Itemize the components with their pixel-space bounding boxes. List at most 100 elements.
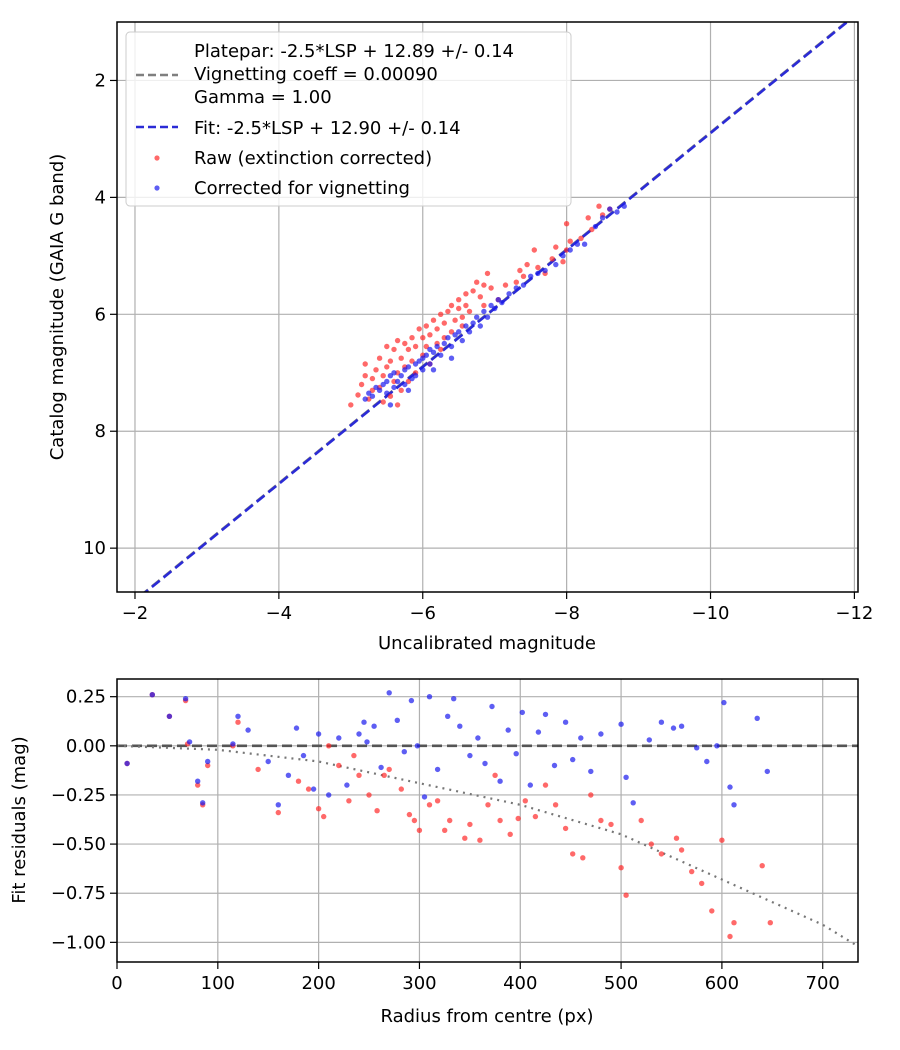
bottom-point-raw [411,817,418,824]
bottom-point-raw [588,792,594,798]
top-point-raw [369,387,376,393]
bottom-point-raw [366,792,372,798]
top-x-axis-title: Uncalibrated magnitude [378,633,596,654]
top-point-corrected [567,247,573,253]
bottom-point-corrected [482,760,488,767]
top-point-corrected [463,323,469,329]
bottom-point-raw [315,806,322,812]
bottom-point-corrected [658,719,665,725]
top-point-raw [452,317,458,323]
top-point-corrected [438,352,444,358]
bottom-point-raw [434,798,441,804]
bottom-point-raw [442,827,448,833]
bottom-point-raw [406,811,413,818]
bottom-point-corrected [124,760,130,767]
bottom-point-raw [255,766,261,773]
bottom-point-raw [608,821,614,828]
bottom-point-raw [381,772,387,778]
bottom-point-raw [623,892,629,898]
bottom-point-raw [522,798,528,804]
top-point-raw [502,282,509,288]
legend-raw-label: Raw (extinction corrected) [194,148,432,169]
bottom-point-corrected [527,782,533,788]
bottom-point-corrected [467,752,473,759]
top-point-raw [384,343,390,350]
bottom-point-corrected [731,802,737,808]
top-point-corrected [430,349,437,355]
top-point-corrected [445,335,451,341]
bottom-point-corrected [764,768,770,775]
bottom-point-corrected [149,692,155,698]
bottom-point-corrected [623,774,629,780]
top-point-raw [445,308,451,315]
bottom-point-raw [447,817,453,824]
bottom-point-raw [275,809,281,816]
bottom-point-raw [205,762,211,769]
top-point-raw [448,329,455,335]
top-point-corrected [405,387,412,393]
top-point-raw [405,346,412,353]
bottom-point-corrected [200,800,206,806]
top-point-raw [423,323,429,329]
bottom-point-corrected [578,735,584,741]
top-point-raw [394,402,401,408]
legend-gamma-label: Gamma = 1.00 [194,87,332,108]
bottom-point-corrected [361,719,367,725]
bottom-xtick-label: 0 [111,973,122,994]
legend-corrected-swatch [154,185,160,191]
top-point-raw [402,340,408,347]
bottom-point-corrected [562,719,569,725]
top-point-corrected [362,396,368,402]
top-point-raw [355,392,361,398]
top-lines [142,22,850,592]
top-point-raw [585,215,591,221]
bottom-point-raw [374,808,380,814]
top-point-corrected [506,291,512,297]
bottom-ticks: 0 100 200 300 400 500 600 700 0.25 0.00 −0.25 −0.50… [51,687,840,994]
bottom-point-raw [699,880,705,887]
bottom-point-raw [426,802,433,808]
bottom-point-corrected [714,743,720,749]
bottom-point-corrected [371,723,377,729]
bottom-point-corrected [285,772,292,778]
top-xtick-label: −2 [122,603,149,624]
top-point-corrected [416,358,422,364]
top-point-raw [362,361,368,367]
top-point-corrected [528,273,534,279]
bottom-point-corrected [519,709,525,716]
legend-raw-swatch [154,155,160,161]
bottom-point-raw [321,813,327,820]
bottom-line-vignetting [117,744,858,948]
bottom-point-corrected [551,762,558,769]
top-xtick-label: −10 [692,603,730,624]
top-point-raw [409,358,415,364]
top-point-raw [578,235,584,241]
top-point-corrected [409,375,415,382]
top-point-corrected [441,340,447,347]
top-point-raw [398,387,404,393]
top-point-corrected [470,320,476,326]
top-point-raw [459,314,465,320]
top-point-raw [412,343,419,350]
bottom-point-raw [727,933,733,940]
bottom-xtick-label: 600 [705,973,739,994]
bottom-point-corrected [489,703,495,710]
top-point-corrected [369,393,376,399]
legend-platepar-label: Platepar: -2.5*LSP + 12.89 +/- 0.14 [194,41,514,62]
top-point-corrected [376,387,383,393]
top-point-corrected [466,329,473,335]
bottom-point-corrected [364,739,370,745]
bottom-point-raw [398,786,404,792]
top-ytick-label: 2 [95,70,106,91]
bottom-point-raw [462,835,468,841]
top-point-corrected [387,402,394,408]
top-point-corrected [574,241,581,247]
top-point-raw [380,373,386,379]
legend-corrected-label: Corrected for vignetting [194,178,410,199]
top-point-raw [481,302,487,309]
bottom-point-corrected [300,752,307,759]
bottom-point-raw [295,778,302,784]
top-point-raw [549,256,555,262]
bottom-point-raw [195,782,201,788]
bottom-point-raw [477,837,483,843]
